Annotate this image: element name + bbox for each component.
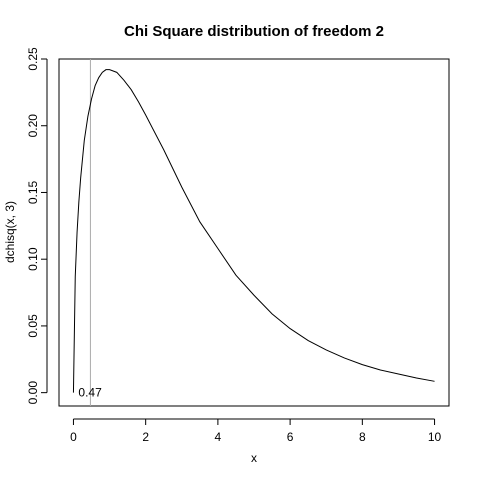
x-axis: 0 2 4 6 8 10 [70, 418, 442, 444]
y-tick-label: 0.10 [26, 247, 40, 271]
x-tick-label: 4 [215, 430, 222, 444]
x-axis-label: x [251, 451, 257, 465]
annotation-label: 0.47 [78, 386, 102, 400]
x-tick-label: 2 [142, 430, 149, 444]
plot-area [58, 58, 450, 407]
y-axis-label: dchisq(x, 3) [3, 201, 17, 263]
x-tick-label: 10 [428, 430, 442, 444]
y-axis: 0.00 0.05 0.10 0.15 0.20 0.25 [26, 47, 48, 405]
y-tick-label: 0.20 [26, 114, 40, 138]
y-tick-label: 0.25 [26, 47, 40, 71]
density-curve [72, 69, 435, 393]
x-tick-label: 8 [359, 430, 366, 444]
y-tick-label: 0.00 [26, 381, 40, 405]
x-tick-label: 0 [70, 430, 77, 444]
y-tick-label: 0.05 [26, 314, 40, 338]
chart-title: Chi Square distribution of freedom 2 [124, 23, 384, 40]
y-tick-label: 0.15 [26, 180, 40, 204]
x-tick-label: 6 [287, 430, 294, 444]
